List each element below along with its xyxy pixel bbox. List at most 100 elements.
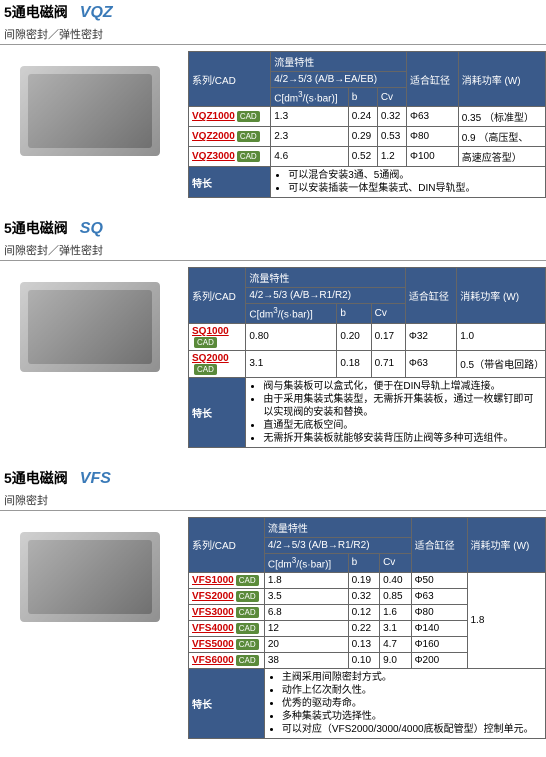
spec-table: 系列/CAD 流量特性 适合缸径 消耗功率 (W) 4/2→5/3 (A/B→R… — [188, 517, 546, 739]
cell-bore: Φ63 — [411, 588, 467, 604]
product-image — [0, 267, 180, 387]
cell-b: 0.19 — [348, 572, 380, 588]
col-series: 系列/CAD — [189, 268, 246, 323]
feature-item: 多种集装式功选择性。 — [282, 710, 542, 723]
section-title-en: SQ — [80, 220, 103, 238]
cell-cv: 0.85 — [380, 588, 412, 604]
cell-cv: 0.17 — [371, 323, 405, 350]
product-image — [0, 517, 180, 637]
cad-button[interactable]: CAD — [236, 655, 259, 666]
series-link[interactable]: SQ1000 — [192, 326, 229, 337]
feature-list: 阀与集装板可以盒式化，便于在DIN导轨上增减连接。由于采用集装式集装型，无需拆开… — [249, 380, 542, 445]
feature-item: 可以对应（VFS2000/3000/4000底板配管型）控制单元。 — [282, 723, 542, 736]
feature-item: 动作上亿次耐久性。 — [282, 684, 542, 697]
product-section: 5通电磁阀 SQ间隙密封／弹性密封 系列/CAD 流量特性 适合缸径 消耗功率 … — [0, 216, 546, 447]
cell-series: VFS1000CAD — [189, 572, 265, 588]
col-bore: 适合缸径 — [406, 52, 458, 107]
cell-bore: Φ200 — [411, 652, 467, 668]
feature-cell: 阀与集装板可以盒式化，便于在DIN导轨上增减连接。由于采用集装式集装型，无需拆开… — [246, 377, 546, 447]
product-section: 5通电磁阀 VFS间隙密封 系列/CAD 流量特性 适合缸径 消耗功率 (W) … — [0, 466, 546, 739]
series-link[interactable]: SQ2000 — [192, 353, 229, 364]
col-power: 消耗功率 (W) — [457, 268, 546, 323]
cad-button[interactable]: CAD — [236, 591, 259, 602]
spec-table: 系列/CAD 流量特性 适合缸径 消耗功率 (W) 4/2→5/3 (A/B→R… — [188, 267, 546, 447]
product-image — [0, 51, 180, 171]
col-bore: 适合缸径 — [411, 517, 467, 572]
cell-b: 0.22 — [348, 620, 380, 636]
cell-b: 0.32 — [348, 588, 380, 604]
table-row: VFS1000CAD 1.8 0.19 0.40 Φ50 1.8 — [189, 572, 546, 588]
series-link[interactable]: VQZ1000 — [192, 111, 235, 122]
feature-item: 优秀的驱动寿命。 — [282, 697, 542, 710]
cell-c: 4.6 — [271, 147, 348, 167]
section-title-cn: 5通电磁阀 — [4, 2, 68, 22]
feature-label: 特长 — [189, 167, 271, 198]
series-link[interactable]: VFS1000 — [192, 575, 234, 586]
section-title-en: VFS — [80, 470, 111, 488]
cell-series: VFS2000CAD — [189, 588, 265, 604]
cell-bore: Φ100 — [406, 147, 458, 167]
series-link[interactable]: VQZ2000 — [192, 131, 235, 142]
cad-button[interactable]: CAD — [236, 623, 259, 634]
table-row: SQ2000CAD 3.1 0.18 0.71 Φ63 0.5（带省电回路） — [189, 350, 546, 377]
col-b: b — [337, 304, 371, 323]
feature-cell: 可以混合安装3通、5通阀。可以安装插装一体型集装式、DIN导轨型。 — [271, 167, 546, 198]
col-b: b — [348, 88, 377, 107]
feature-list: 可以混合安装3通、5通阀。可以安装插装一体型集装式、DIN导轨型。 — [274, 169, 542, 195]
section-title-cn: 5通电磁阀 — [4, 468, 68, 488]
cad-button[interactable]: CAD — [237, 131, 260, 142]
cell-c: 2.3 — [271, 127, 348, 147]
col-cv: Cv — [371, 304, 405, 323]
series-link[interactable]: VFS3000 — [192, 607, 234, 618]
cad-button[interactable]: CAD — [236, 639, 259, 650]
col-flow: 流量特性 — [271, 52, 407, 72]
cell-bore: Φ140 — [411, 620, 467, 636]
col-flow-sub: 4/2→5/3 (A/B→R1/R2) — [246, 288, 405, 304]
cad-button[interactable]: CAD — [237, 151, 260, 162]
cell-series: VQZ2000CAD — [189, 127, 271, 147]
cell-b: 0.13 — [348, 636, 380, 652]
series-link[interactable]: VQZ3000 — [192, 151, 235, 162]
col-series: 系列/CAD — [189, 52, 271, 107]
cell-b: 0.52 — [348, 147, 377, 167]
cell-c: 0.80 — [246, 323, 337, 350]
col-power: 消耗功率 (W) — [467, 517, 546, 572]
series-link[interactable]: VFS2000 — [192, 591, 234, 602]
cell-c: 3.1 — [246, 350, 337, 377]
cell-series: SQ2000CAD — [189, 350, 246, 377]
spec-table: 系列/CAD 流量特性 适合缸径 消耗功率 (W) 4/2→5/3 (A/B→E… — [188, 51, 546, 198]
cad-button[interactable]: CAD — [236, 607, 259, 618]
col-c: C[dm3/(s·bar)] — [264, 553, 348, 572]
col-cv: Cv — [380, 553, 412, 572]
cad-button[interactable]: CAD — [194, 337, 217, 348]
feature-item: 直通型无底板空间。 — [263, 419, 542, 432]
col-b: b — [348, 553, 380, 572]
cell-bore: Φ160 — [411, 636, 467, 652]
cell-bore: Φ63 — [405, 350, 456, 377]
col-bore: 适合缸径 — [405, 268, 456, 323]
cell-b: 0.12 — [348, 604, 380, 620]
series-link[interactable]: VFS6000 — [192, 655, 234, 666]
section-subtitle: 间隙密封／弹性密封 — [0, 24, 546, 45]
cad-button[interactable]: CAD — [236, 575, 259, 586]
table-row: SQ1000CAD 0.80 0.20 0.17 Φ32 1.0 — [189, 323, 546, 350]
cell-c: 12 — [264, 620, 348, 636]
cell-bore: Φ80 — [411, 604, 467, 620]
cad-button[interactable]: CAD — [194, 364, 217, 375]
cell-power: 1.8 — [467, 572, 546, 668]
series-link[interactable]: VFS4000 — [192, 623, 234, 634]
cell-c: 38 — [264, 652, 348, 668]
cell-cv: 0.40 — [380, 572, 412, 588]
cell-bore: Φ80 — [406, 127, 458, 147]
series-link[interactable]: VFS5000 — [192, 639, 234, 650]
col-flow: 流量特性 — [246, 268, 405, 288]
col-c: C[dm3/(s·bar)] — [271, 88, 348, 107]
cad-button[interactable]: CAD — [237, 111, 260, 122]
cell-series: VFS4000CAD — [189, 620, 265, 636]
col-cv: Cv — [377, 88, 406, 107]
col-power: 消耗功率 (W) — [458, 52, 545, 107]
section-subtitle: 间隙密封／弹性密封 — [0, 240, 546, 261]
cell-cv: 1.2 — [377, 147, 406, 167]
cell-cv: 1.6 — [380, 604, 412, 620]
product-section: 5通电磁阀 VQZ间隙密封／弹性密封 系列/CAD 流量特性 适合缸径 消耗功率… — [0, 0, 546, 198]
